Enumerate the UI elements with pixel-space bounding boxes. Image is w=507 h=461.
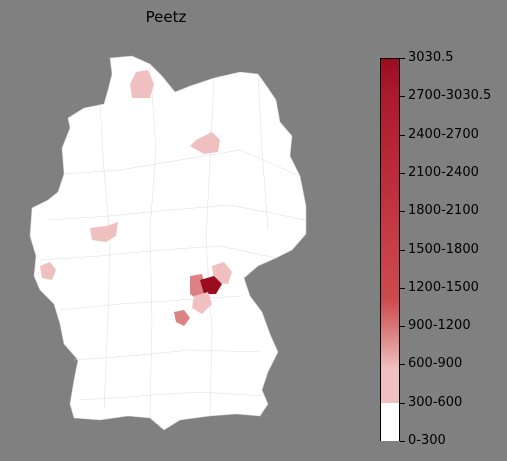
legend-label: 3030.5 [408, 50, 454, 65]
legend-label: 2100-2400 [408, 165, 479, 180]
legend-label: 900-1200 [408, 318, 471, 333]
legend-tick [400, 173, 405, 174]
legend-tick [400, 135, 405, 136]
legend-label: 300-600 [408, 395, 463, 410]
legend-label: 2400-2700 [408, 127, 479, 142]
legend-swatch-white [381, 403, 399, 441]
legend-tick [400, 326, 405, 327]
map-title: Peetz [145, 8, 187, 26]
legend-label: 600-900 [408, 356, 463, 371]
legend-tick [400, 96, 405, 97]
legend-label: 1800-2100 [408, 203, 479, 218]
legend-tick [400, 364, 405, 365]
region-sachsen [212, 262, 232, 284]
germany-outline [29, 55, 307, 431]
region-nrw [90, 222, 118, 242]
legend-tick [400, 211, 405, 212]
legend-label: 0-300 [408, 433, 446, 448]
legend-tick [400, 288, 405, 289]
legend-tick [400, 58, 405, 59]
legend-tick [400, 403, 405, 404]
region-franken [192, 292, 212, 314]
region-schleswig-holstein [130, 70, 154, 98]
region-thueringen-east [200, 276, 222, 294]
legend-label: 1500-1800 [408, 242, 479, 257]
region-rheinland-pfalz [40, 262, 56, 280]
legend-label: 1200-1500 [408, 280, 479, 295]
region-oberfranken [174, 310, 190, 326]
legend-label: 2700-3030.5 [408, 88, 492, 103]
legend-swatch [381, 59, 399, 403]
legend-colorbar [380, 58, 400, 441]
region-niedersachsen [190, 132, 220, 154]
legend-tick [400, 250, 405, 251]
legend-tick [400, 441, 405, 442]
